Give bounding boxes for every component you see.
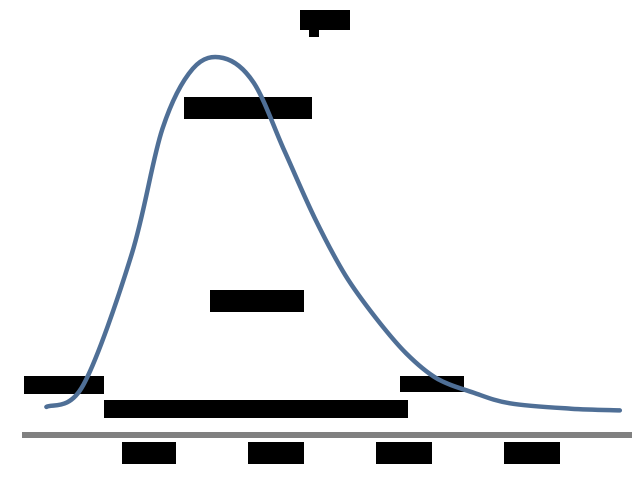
right-tail-annotation-redaction bbox=[400, 376, 464, 392]
left-tail-annotation-redaction bbox=[24, 376, 104, 394]
title-redaction bbox=[300, 10, 350, 30]
distribution-curve-layer bbox=[44, 54, 623, 413]
x-tick-label-redaction-4 bbox=[504, 442, 560, 464]
range-annotation-redaction bbox=[104, 400, 408, 418]
series-line-1 bbox=[44, 54, 623, 413]
x-tick-label-redaction-2 bbox=[248, 442, 304, 464]
peak-annotation-redaction bbox=[184, 97, 312, 119]
center-annotation-redaction bbox=[210, 290, 304, 312]
title-redaction-tail bbox=[309, 27, 319, 37]
x-tick-label-redaction-3 bbox=[376, 442, 432, 464]
x-tick-label-redaction-1 bbox=[122, 442, 176, 464]
